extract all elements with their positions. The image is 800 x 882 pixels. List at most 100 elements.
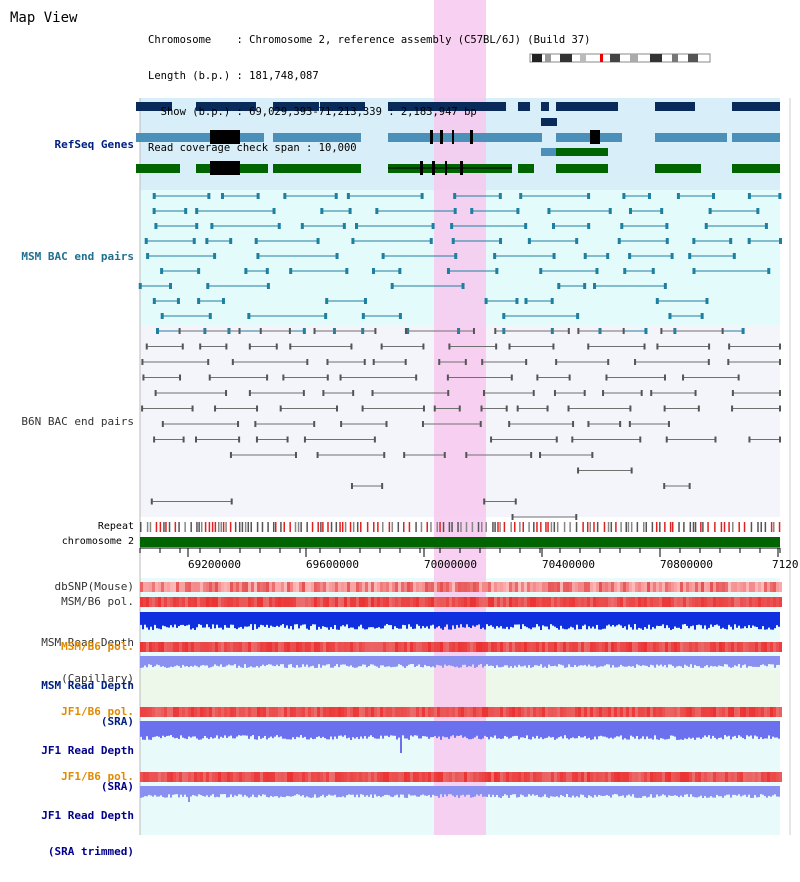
jf1-depth-trim-bar (200, 786, 202, 796)
jf1-depth-trim-bar (502, 786, 504, 797)
jf1-depth-trim-bar (614, 786, 616, 795)
msm-depth-sra-bar (190, 656, 192, 666)
msm-pol-cell (272, 597, 275, 607)
msm-depth-cap-bar (582, 612, 584, 626)
msm-pol-sra-cell (194, 642, 197, 652)
repeat-mark (655, 522, 658, 532)
msm-pol-cell (335, 597, 338, 607)
jf1-pol2-cell (581, 772, 584, 782)
jf1-pol2-cell (629, 772, 632, 782)
jf1-depth-trim-bar (692, 786, 694, 797)
jf1-depth-sra-bar (748, 721, 750, 737)
jf1-depth-trim-bar (548, 786, 550, 798)
jf1-depth-sra-bar (698, 721, 700, 738)
b6n-bac-end (316, 452, 319, 458)
b6n-bac-end (482, 390, 485, 396)
jf1-pol2-cell (155, 772, 158, 782)
jf1-pol2-cell (374, 772, 377, 782)
jf1-depth-sra-bar (540, 721, 542, 738)
repeat-mark (607, 522, 610, 532)
jf1-depth-trim-bar (304, 786, 306, 798)
msm-depth-cap-bar (624, 612, 626, 627)
jf1-pol2-cell (191, 772, 194, 782)
jf1-depth-trim-bar (268, 786, 270, 798)
refseq-genes-label[interactable]: RefSeq Genes (54, 138, 134, 151)
jf1-pol-cell (338, 707, 341, 717)
msm-bac-end (324, 313, 328, 319)
msm-depth-cap-bar (148, 612, 150, 630)
jf1-depth-trim-bar (276, 786, 278, 797)
repeat-mark (244, 522, 247, 532)
gene-block-green (655, 164, 701, 173)
msm-bac-end (651, 268, 655, 274)
jf1-pol-cell (539, 707, 542, 717)
repeat-mark (300, 522, 302, 532)
dbsnp-cell (671, 582, 674, 592)
jf1-pol-cell (641, 707, 644, 717)
genome-map-canvas[interactable] (0, 0, 800, 835)
msm-depth-sra-bar (488, 656, 490, 666)
msm-depth-sra-bar (626, 656, 628, 667)
dbsnp-cell (545, 582, 548, 592)
jf1-depth-sra-bar (588, 721, 590, 738)
jf1-pol-cell (542, 707, 545, 717)
msm-bac-label[interactable]: MSM BAC end pairs (21, 250, 134, 263)
msm-pol-cell (518, 597, 521, 607)
msm-depth-sra-bar (612, 656, 614, 666)
repeat-mark (723, 522, 726, 532)
jf1-depth-trim-bar (564, 786, 566, 798)
msm-depth-sra-bar (168, 656, 170, 668)
msm-pol-cell (269, 597, 272, 607)
jf1-pol2-cell (527, 772, 530, 782)
b6n-bac-end (607, 359, 610, 365)
msm-depth-sra-bar (366, 656, 368, 668)
b6n-bac-end (443, 452, 446, 458)
jf1-depth-sra-bar (346, 721, 348, 739)
jf1-pol-cell (452, 707, 455, 717)
jf1-pol2-cell (455, 772, 458, 782)
dbsnp-cell (458, 582, 461, 592)
msm-bac-end (154, 223, 158, 229)
jf1-depth-sra-bar (778, 721, 780, 739)
msm-depth-sra-bar (260, 656, 262, 667)
msm-pol-cell (524, 597, 527, 607)
jf1-pol2-cell (422, 772, 425, 782)
msm-depth-cap-bar (356, 612, 358, 630)
msm-pol-cell (620, 597, 623, 607)
jf1-pol2-cell (677, 772, 680, 782)
msm-depth-sra-bar (650, 656, 652, 665)
msm-depth-cap-bar (772, 612, 774, 630)
b6n-bac-label[interactable]: B6N BAC end pairs (21, 415, 134, 428)
jf1-depth-sra-bar (446, 721, 448, 738)
msm-depth-sra-bar (700, 656, 702, 668)
b6n-bac-end (415, 374, 418, 381)
jf1-pol2-cell (584, 772, 587, 782)
msm-pol-cell (632, 597, 635, 607)
b6n-bac-end (748, 436, 751, 443)
msm-pol-sra-cell (569, 642, 572, 652)
msm-depth-sra-bar (374, 656, 376, 666)
msm-depth-cap-bar (396, 612, 398, 628)
jf1-depth-trim-bar (492, 786, 494, 795)
repeat-mark (533, 522, 535, 532)
jf1-depth-trim-bar (352, 786, 354, 795)
msm-depth-sra-bar (180, 656, 182, 668)
msm-depth-cap-bar (434, 612, 436, 629)
jf1-depth-trim-bar (498, 786, 500, 798)
jf1-pol2-cell (740, 772, 743, 782)
msm-depth-sra-bar (398, 656, 400, 665)
msm-pol-sra-cell (776, 642, 779, 652)
msm-bac-end (272, 208, 276, 214)
msm-depth-cap-bar (764, 612, 766, 630)
msm-depth-cap-bar (468, 612, 470, 627)
msm-pol-sra-cell (353, 642, 356, 652)
dbsnp-cell (683, 582, 686, 592)
repeat-mark (477, 522, 480, 532)
jf1-pol2-cell (203, 772, 206, 782)
msm-depth-cap-bar (604, 612, 606, 629)
b6n-bac-end (179, 374, 182, 381)
jf1-depth-sra-bar (604, 721, 606, 737)
repeat-mark (671, 522, 674, 532)
msm-bac-end (484, 298, 488, 304)
dbsnp-cell (341, 582, 344, 592)
